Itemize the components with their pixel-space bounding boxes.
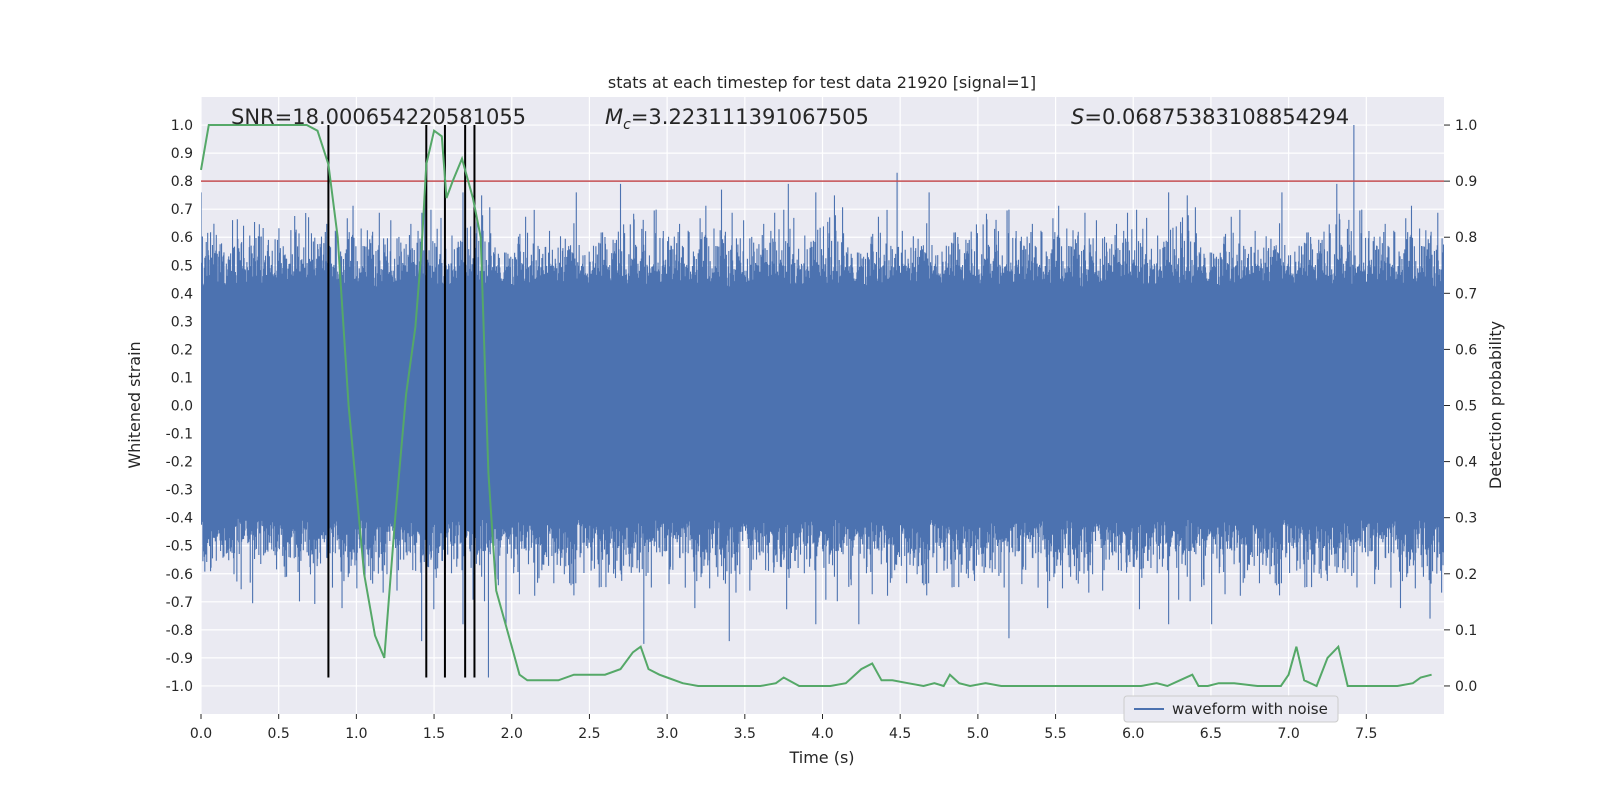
y-right-tick-label: 0.5 <box>1455 399 1477 415</box>
y-left-tick-label: 0.4 <box>171 286 193 302</box>
x-tick-label: 7.0 <box>1277 726 1299 742</box>
y-right-tick-label: 0.4 <box>1455 455 1477 471</box>
legend-label: waveform with noise <box>1172 700 1328 718</box>
x-tick-label: 1.5 <box>423 726 445 742</box>
y-left-tick-label: -0.7 <box>166 595 193 611</box>
s-annotation: S=0.06875383108854294 <box>1071 105 1349 129</box>
y-right-tick-label: 0.6 <box>1455 342 1477 358</box>
y-left-tick-label: 0.5 <box>171 258 193 274</box>
y-left-tick-label: 0.8 <box>171 174 193 190</box>
x-tick-label: 2.0 <box>501 726 523 742</box>
x-tick-label: 3.0 <box>656 726 678 742</box>
y-right-tick-label: 0.0 <box>1455 679 1477 695</box>
y-right-tick-label: 0.8 <box>1455 230 1477 246</box>
chirp-mass-annotation: Mc=3.223111391067505 <box>605 105 869 133</box>
y-right-tick-label: 0.3 <box>1455 511 1477 527</box>
x-tick-label: 0.5 <box>268 726 290 742</box>
y-axis-left: 1.0 0.9 0.8 0.7 0.6 0.5 0.4 0.3 0.2 0.1 0.0 -0.1 -0.… <box>166 118 193 695</box>
y-right-tick-label: 0.2 <box>1455 567 1477 583</box>
y-right-tick-label: 0.1 <box>1455 623 1477 639</box>
chirp-mass-subscript: c <box>623 117 631 133</box>
snr-annotation: SNR=18.000654220581055 <box>231 105 526 129</box>
x-tick-label: 5.0 <box>967 726 989 742</box>
y-right-tick-label: 0.9 <box>1455 174 1477 190</box>
y-left-tick-label: -0.4 <box>166 511 193 527</box>
y-left-tick-label: -0.3 <box>166 483 193 499</box>
y-left-tick-label: 0.3 <box>171 314 193 330</box>
x-tick-label: 1.0 <box>345 726 367 742</box>
y-axis-right: 1.0 0.9 0.8 0.7 0.6 0.5 0.4 0.3 0.2 0.1 0.0 <box>1444 118 1477 695</box>
chirp-mass-value: =3.223111391067505 <box>631 105 869 129</box>
x-tick-label: 6.5 <box>1200 726 1222 742</box>
y-left-tick-label: -0.2 <box>166 455 193 471</box>
legend: waveform with noise <box>1123 695 1339 723</box>
waveform-series <box>201 125 1444 678</box>
x-tick-label: 5.5 <box>1044 726 1066 742</box>
s-value: =0.06875383108854294 <box>1084 105 1349 129</box>
y-left-tick-label: -0.8 <box>166 623 193 639</box>
vertical-markers <box>327 125 476 678</box>
x-axis: 0.0 0.5 1.0 1.5 2.0 2.5 3.0 3.5 4.0 4.5 5.0 5.5 6.0 6… <box>190 714 1377 742</box>
y-left-tick-label: -1.0 <box>166 679 193 695</box>
x-tick-label: 2.5 <box>578 726 600 742</box>
y-left-tick-label: 0.7 <box>171 202 193 218</box>
x-tick-label: 4.0 <box>811 726 833 742</box>
y-left-tick-label: -0.6 <box>166 567 193 583</box>
x-tick-label: 4.5 <box>889 726 911 742</box>
chart-title: stats at each timestep for test data 219… <box>608 73 1036 92</box>
y-axis-left-label: Whitened strain <box>125 341 144 468</box>
x-tick-label: 0.0 <box>190 726 212 742</box>
chirp-mass-symbol: M <box>605 105 623 129</box>
detection-probability-series <box>200 124 1432 688</box>
x-tick-label: 6.0 <box>1122 726 1144 742</box>
y-left-tick-label: 0.9 <box>171 146 193 162</box>
y-axis-right-label: Detection probability <box>1486 321 1505 489</box>
y-left-tick-label: 0.2 <box>171 342 193 358</box>
y-left-tick-label: 0.1 <box>171 370 193 386</box>
x-axis-label: Time (s) <box>788 748 854 767</box>
y-left-tick-label: 0.6 <box>171 230 193 246</box>
y-right-tick-label: 0.7 <box>1455 286 1477 302</box>
y-left-tick-label: 0.0 <box>171 399 193 415</box>
y-left-tick-label: -0.5 <box>166 539 193 555</box>
y-left-tick-label: -0.9 <box>166 651 193 667</box>
x-tick-label: 7.5 <box>1355 726 1377 742</box>
s-symbol: S <box>1071 105 1084 129</box>
waveform-dense-band <box>201 293 1444 513</box>
legend-box <box>1123 695 1339 723</box>
y-left-tick-label: -0.1 <box>166 427 193 443</box>
y-left-tick-label: 1.0 <box>171 118 193 134</box>
x-tick-label: 3.5 <box>734 726 756 742</box>
y-right-tick-label: 1.0 <box>1455 118 1477 134</box>
